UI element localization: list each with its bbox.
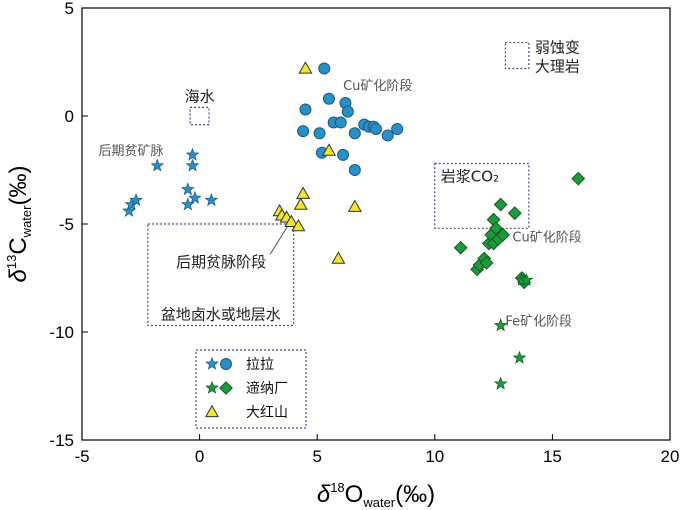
y-tick-label: -5: [59, 215, 74, 234]
data-point-triangle: [298, 61, 313, 74]
data-point-diamond: [479, 255, 494, 270]
legend-marker-triangle: [204, 404, 220, 418]
data-point-star: [150, 158, 165, 172]
data-point-triangle: [347, 199, 362, 212]
leader-line: [269, 223, 290, 255]
annotation-label: Fe矿化阶段: [505, 315, 572, 330]
legend-label: 大红山: [246, 405, 288, 421]
data-point-circle: [348, 127, 361, 140]
data-point-triangle: [291, 218, 306, 232]
y-tick-label: -15: [49, 431, 74, 450]
legend-marker-star: [205, 380, 219, 394]
y-tick-label: -10: [49, 323, 74, 342]
x-axis-title: δ18Owater(‰): [317, 480, 435, 510]
region-label: 岩浆CO₂: [441, 168, 499, 186]
data-point-star: [493, 318, 508, 332]
plot-frame: [81, 7, 671, 441]
data-point-triangle: [284, 214, 299, 227]
region-box: [189, 106, 210, 126]
data-point-circle: [322, 92, 335, 105]
x-tick-label: 0: [195, 447, 204, 466]
data-point-star: [129, 192, 143, 207]
data-point-star: [180, 182, 195, 196]
y-tick-label: 0: [65, 107, 74, 126]
annotation-label: Cu矿化阶段: [512, 230, 581, 245]
region-box: [434, 162, 530, 229]
data-point-star: [512, 350, 527, 364]
region-label: 盆地卤水或地层水: [161, 306, 281, 324]
annotation-leader: [269, 223, 290, 255]
legend-label: 拉拉: [246, 357, 274, 373]
region-label: 弱蚀变大理岩: [535, 39, 580, 76]
data-point-circle: [299, 103, 312, 116]
data-point-circle: [334, 116, 347, 129]
data-point-diamond: [571, 171, 586, 186]
x-tick-label: 15: [543, 447, 562, 466]
data-point-diamond: [453, 240, 468, 255]
data-point-star: [122, 203, 136, 217]
data-point-star: [519, 273, 534, 287]
data-point-star: [185, 158, 200, 172]
region-label: 海水: [185, 87, 215, 105]
y-tick-label: 5: [65, 0, 74, 18]
data-point-circle: [391, 122, 404, 135]
data-point-triangle: [296, 186, 311, 199]
legend-label: 遆纳厂: [246, 380, 288, 397]
y-axis-title: δ13Cwater(‰): [4, 166, 34, 283]
region-box: [504, 41, 530, 70]
x-tick-label: 10: [425, 447, 444, 466]
data-points: [122, 61, 586, 390]
data-point-circle: [370, 122, 382, 135]
data-point-star: [185, 147, 200, 161]
axis-ticks: -5 0 5 10 15 20 5 0 -5 -10 -15: [49, 0, 679, 466]
legend-marker-circle: [220, 358, 232, 370]
annotation-label: 后期贫脉阶段: [176, 253, 266, 271]
x-tick-label: 5: [312, 447, 321, 466]
data-point-star: [204, 193, 219, 207]
annotation-label: Cu矿化阶段: [343, 79, 412, 94]
legend-marker-diamond: [219, 381, 233, 395]
data-point-circle: [341, 105, 354, 118]
x-tick-label: 20: [661, 447, 680, 466]
data-point-diamond: [496, 227, 510, 242]
data-point-diamond: [493, 197, 508, 212]
data-point-star: [188, 190, 202, 204]
data-point-circle: [297, 125, 310, 138]
region-box: [147, 223, 295, 327]
data-point-circle: [318, 62, 331, 75]
data-point-diamond: [489, 221, 503, 236]
data-point-circle: [313, 127, 326, 140]
data-point-circle: [381, 129, 394, 142]
legend-marker-star: [205, 356, 219, 370]
data-point-triangle: [331, 251, 346, 264]
data-point-diamond: [507, 206, 522, 221]
data-point-circle: [337, 148, 350, 161]
annotation-label: 后期贫矿脉: [98, 143, 163, 159]
data-point-triangle: [321, 143, 337, 156]
data-point-star: [493, 376, 508, 390]
data-point-circle: [348, 164, 361, 176]
axis-titles: δ18Owater(‰) δ13Cwater(‰): [4, 166, 435, 510]
data-point-triangle: [293, 197, 308, 210]
x-tick-label: -5: [74, 447, 89, 466]
